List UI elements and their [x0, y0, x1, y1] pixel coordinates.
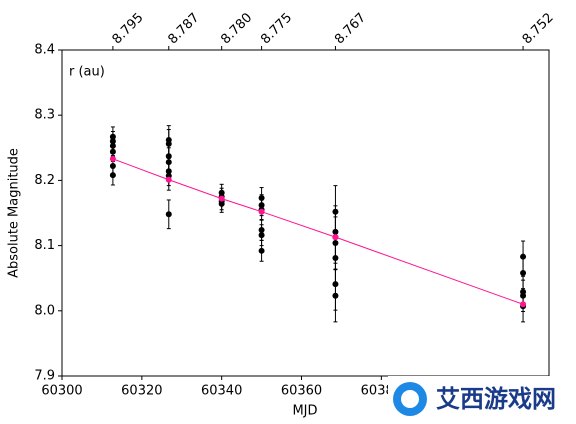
fit-point — [332, 234, 339, 241]
y-tick-label: 8.0 — [34, 303, 55, 318]
fit-point — [218, 195, 225, 202]
x-tick-label: 60300 — [41, 384, 82, 399]
watermark: 艾西游戏网 — [388, 376, 576, 424]
point — [258, 247, 265, 254]
y-tick-label: 8.4 — [34, 43, 55, 58]
point — [165, 211, 172, 218]
x2-tick-label: 8.767 — [332, 10, 369, 47]
fit-line — [112, 158, 524, 305]
y-tick-label: 7.9 — [34, 369, 55, 384]
point — [258, 232, 265, 239]
x2-tick-label: 8.752 — [520, 10, 557, 47]
point — [109, 172, 116, 179]
x-axis-label: MJD — [292, 404, 317, 419]
fit-point — [109, 155, 116, 162]
annotation: r (au) — [69, 65, 105, 80]
point — [332, 292, 339, 299]
plot-frame — [61, 49, 550, 377]
point — [520, 253, 527, 260]
y-tick-label: 8.2 — [34, 173, 55, 188]
point — [109, 148, 116, 155]
x2-tick-label: 8.787 — [165, 10, 202, 47]
fit-point — [520, 301, 527, 308]
x2-tick-label: 8.795 — [110, 10, 147, 47]
x2-tick-label: 8.775 — [258, 10, 295, 47]
x-tick-label: 60360 — [281, 384, 322, 399]
y-axis-label: Absolute Magnitude — [7, 148, 22, 278]
fit-point — [258, 208, 265, 215]
y-tick-label: 8.3 — [34, 108, 55, 123]
point — [520, 269, 527, 276]
x-tick-label: 60320 — [121, 384, 162, 399]
fit-point — [165, 176, 172, 183]
watermark-logo-inner — [401, 390, 419, 408]
point — [218, 200, 225, 207]
watermark-text: 艾西游戏网 — [436, 385, 556, 413]
x-tick-label: 60340 — [201, 384, 242, 399]
x2-tick-label: 8.780 — [218, 10, 255, 47]
y-tick-label: 8.1 — [34, 238, 55, 253]
